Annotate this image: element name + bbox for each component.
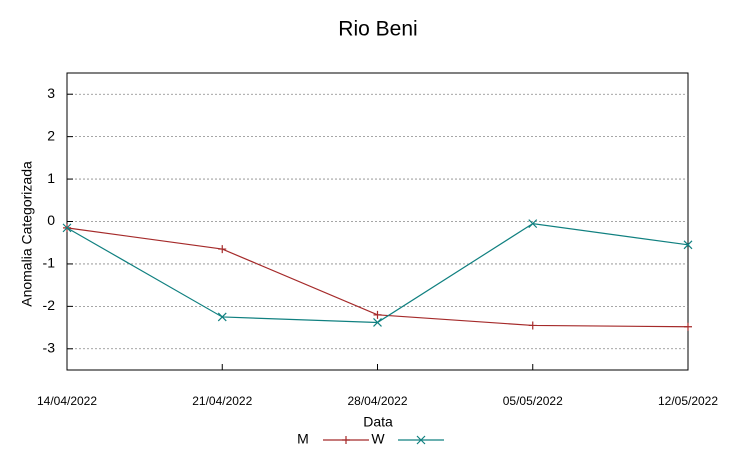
marker: [373, 318, 382, 327]
x-tick-label: 05/05/2022: [503, 394, 563, 408]
legend-marker: [416, 435, 426, 445]
marker: [217, 312, 227, 322]
x-tick-label: 28/04/2022: [347, 394, 407, 408]
marker: [62, 223, 72, 233]
series-line: [66, 222, 689, 324]
marker: [684, 322, 692, 331]
y-tick-label: 0: [47, 212, 55, 228]
y-axis-label: Anomalia Categorizada: [19, 161, 35, 307]
legend-marker: [342, 436, 350, 444]
y-tick-label: 1: [47, 170, 55, 186]
x-tick-label: 12/05/2022: [658, 394, 718, 408]
y-tick-label: -2: [43, 297, 56, 313]
y-tick-label: -1: [43, 255, 56, 271]
x-tick-label: 14/04/2022: [37, 394, 97, 408]
y-tick-label: 2: [47, 127, 55, 143]
legend-label: M: [297, 431, 309, 447]
legend-label: W: [371, 431, 385, 447]
chart-title: Rio Beni: [338, 18, 417, 41]
marker: [528, 321, 537, 330]
marker: [683, 240, 693, 250]
x-tick-label: 21/04/2022: [192, 394, 252, 408]
marker: [528, 219, 538, 229]
x-axis-label: Data: [363, 414, 393, 430]
y-tick-label: 3: [47, 85, 55, 101]
marker: [218, 245, 227, 254]
marker: [373, 310, 382, 319]
y-tick-label: -3: [43, 339, 56, 355]
